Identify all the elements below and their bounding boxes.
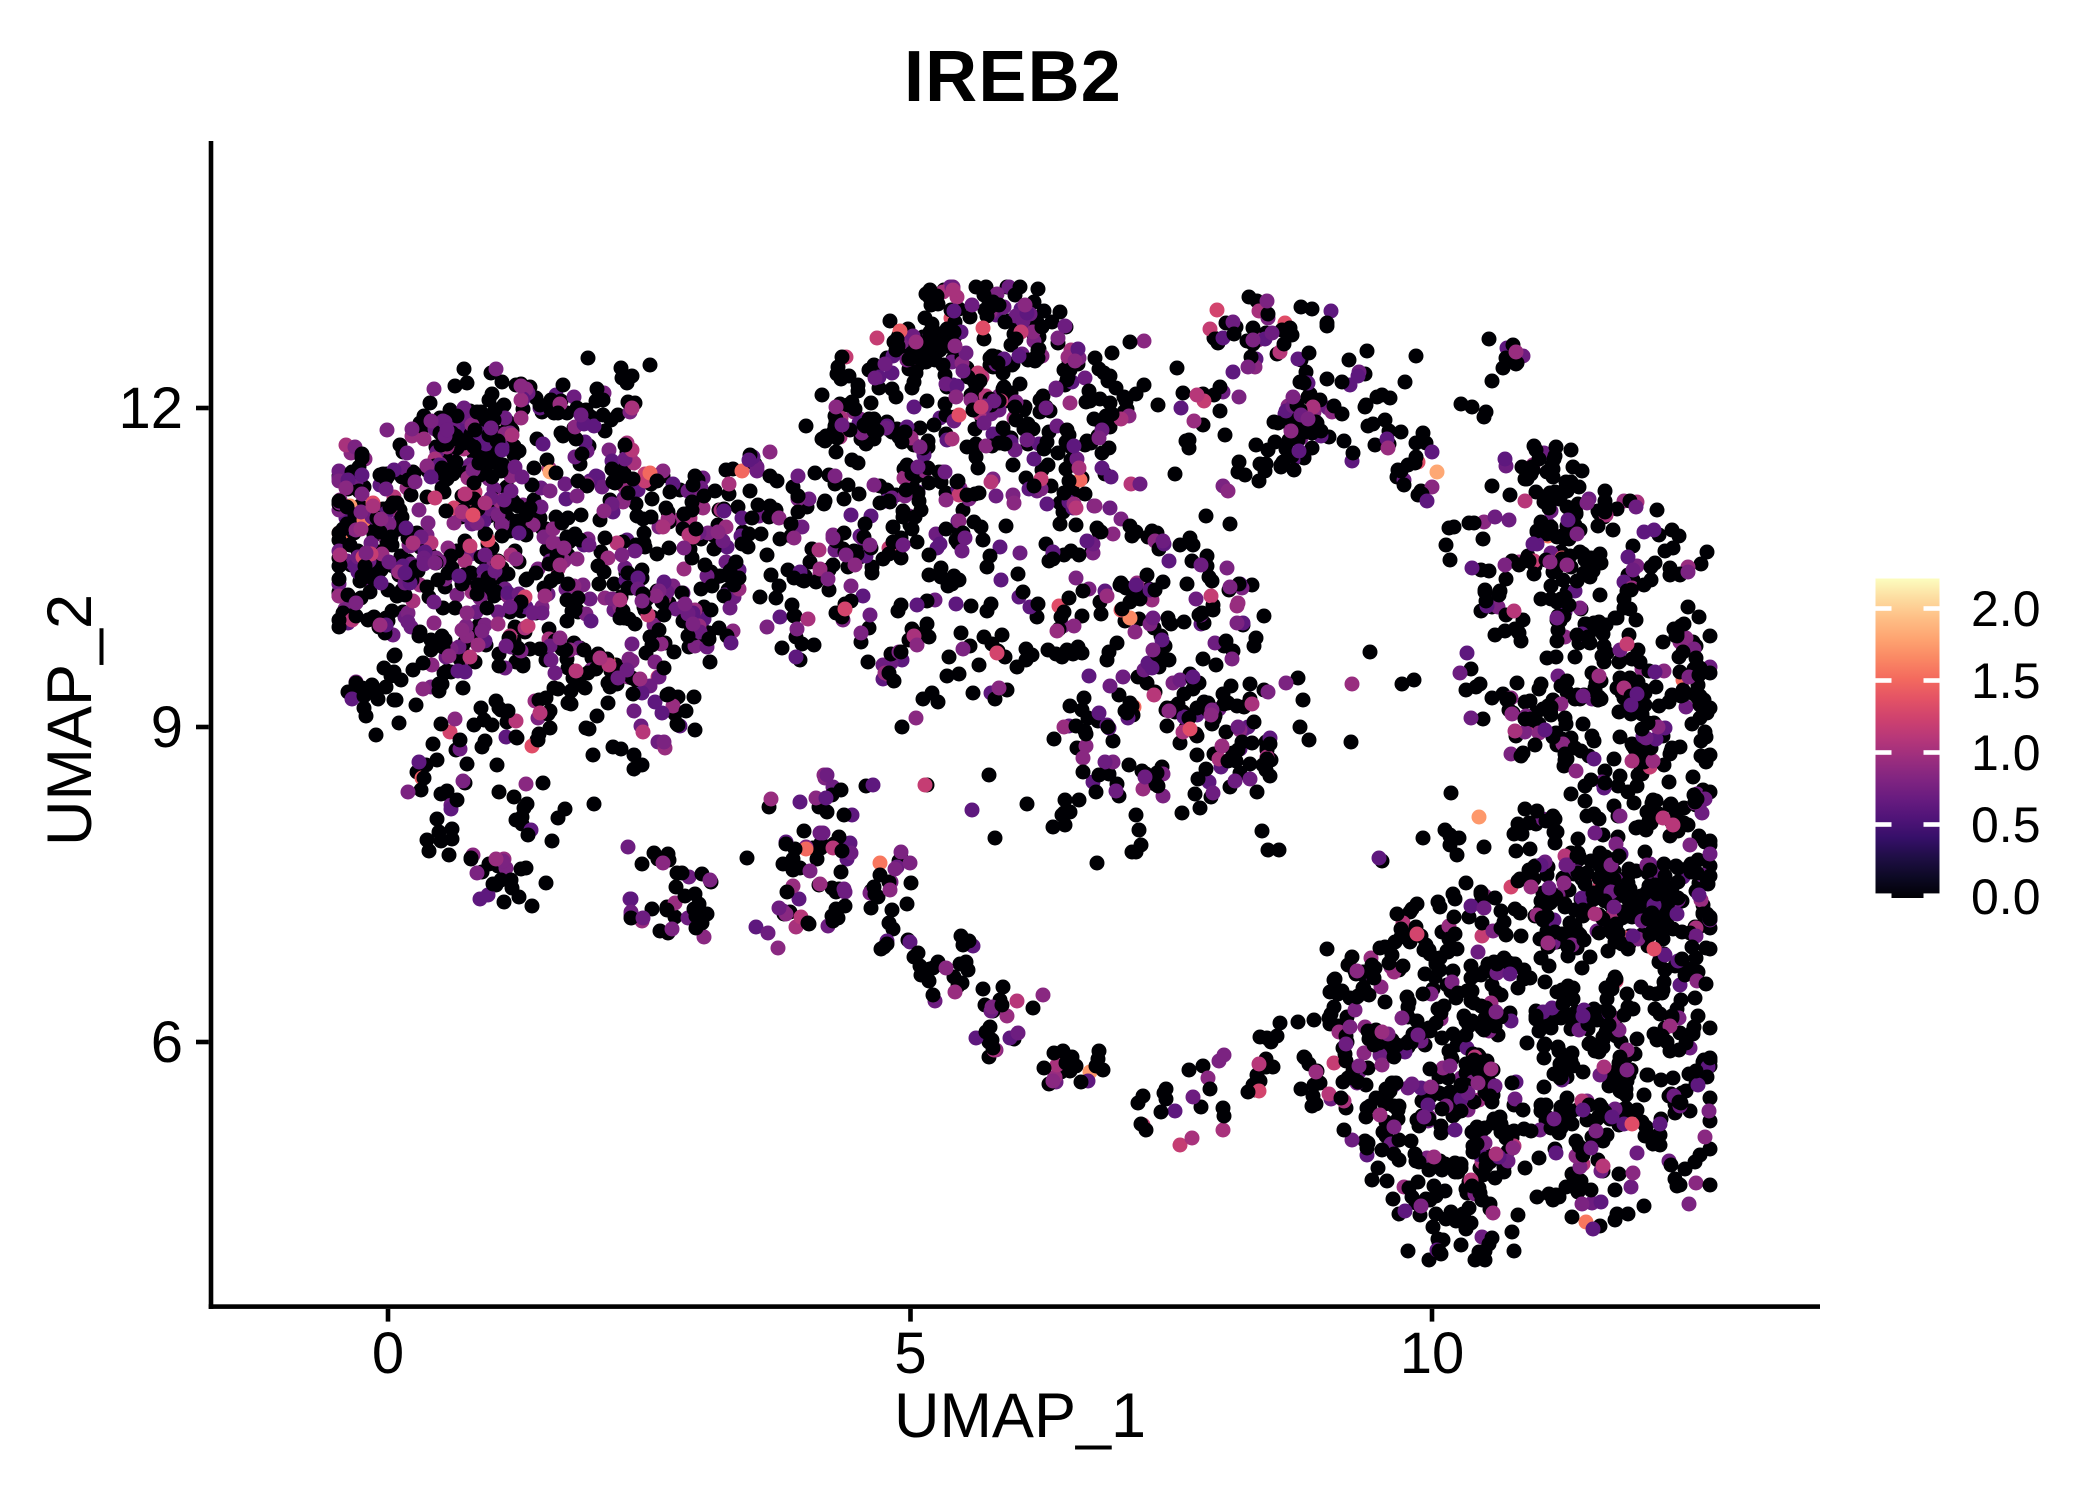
svg-text:2.0: 2.0 [1971,581,2041,637]
svg-text:IREB2: IREB2 [904,37,1122,117]
svg-text:0: 0 [372,1321,404,1386]
svg-text:10: 10 [1400,1321,1465,1386]
svg-text:1.5: 1.5 [1971,653,2041,709]
svg-text:UMAP_2: UMAP_2 [35,594,105,846]
svg-text:1.0: 1.0 [1971,725,2041,781]
svg-text:0.0: 0.0 [1971,869,2041,925]
svg-text:0.5: 0.5 [1971,797,2041,853]
svg-text:5: 5 [894,1321,926,1386]
svg-text:9: 9 [151,695,183,760]
svg-text:12: 12 [118,376,183,441]
svg-text:6: 6 [151,1010,183,1075]
svg-text:UMAP_1: UMAP_1 [894,1381,1146,1451]
